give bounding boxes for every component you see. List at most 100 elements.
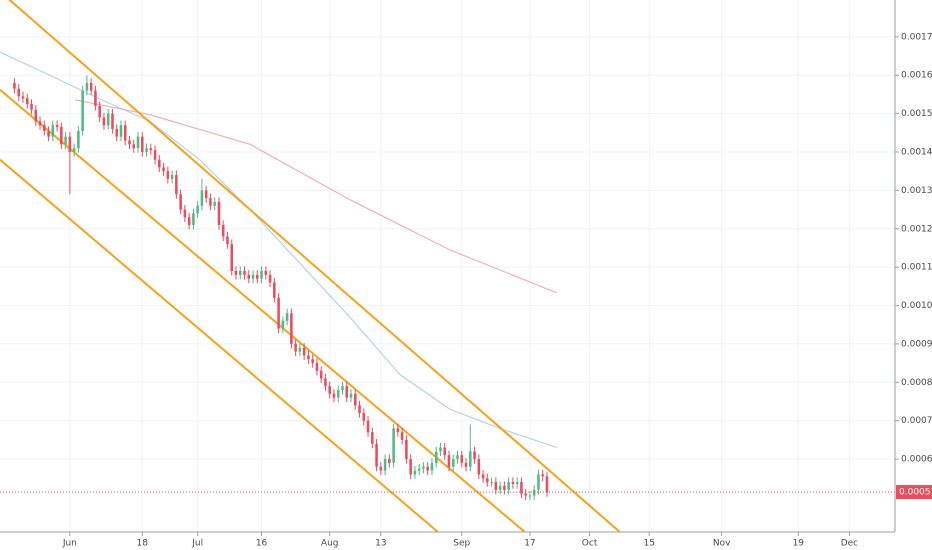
candle-body: [128, 140, 131, 145]
last-price-label: 0.000514: [899, 488, 932, 498]
x-tick-label: 13: [375, 539, 386, 549]
candle-body: [158, 159, 161, 168]
candle-body: [192, 213, 195, 225]
candle-body: [358, 405, 361, 414]
x-tick-label: Aug: [321, 539, 339, 549]
moving-average: [74, 99, 557, 294]
candle-body: [405, 439, 408, 460]
candle-body: [345, 386, 349, 398]
candle-body: [524, 493, 527, 496]
candle-body: [477, 459, 481, 475]
candle-body: [456, 455, 459, 460]
candle-body: [362, 413, 366, 421]
candle-body: [85, 82, 89, 91]
candle-body: [392, 428, 395, 463]
candle-body: [520, 482, 523, 494]
candle-body: [43, 125, 46, 131]
candle-body: [77, 130, 80, 149]
moving-average: [0, 51, 557, 449]
channel-line: [0, 158, 439, 532]
candle-body: [81, 90, 84, 131]
candle-body: [25, 98, 29, 105]
candle-body: [396, 428, 400, 433]
candle-body: [290, 313, 293, 344]
candle-body: [149, 148, 153, 151]
candle-body: [115, 128, 118, 137]
candle-body: [89, 82, 93, 91]
candle-body: [409, 459, 412, 475]
candle-body: [528, 495, 532, 497]
candle-body: [336, 389, 340, 398]
candle-body: [204, 190, 208, 199]
candle-body: [515, 482, 519, 485]
x-tick-label: Dec: [841, 539, 858, 549]
candle-body: [315, 363, 319, 371]
candle-body: [179, 194, 182, 210]
candle-body: [196, 205, 199, 214]
candle-body: [102, 117, 106, 126]
candle-body: [439, 447, 442, 452]
candle-body: [507, 482, 510, 490]
candle-body: [503, 485, 506, 490]
candle-body: [366, 420, 370, 433]
candle-body: [264, 270, 268, 275]
candle-body: [379, 466, 383, 471]
candle-body: [94, 90, 97, 106]
candle-body: [60, 127, 63, 145]
candle-body: [175, 175, 178, 195]
x-tick-label: 16: [256, 539, 268, 549]
candle-body: [277, 297, 280, 329]
candle-body: [209, 198, 212, 206]
y-tick-label: 0.001700: [901, 32, 932, 42]
candle-body: [298, 347, 302, 352]
candle-body: [238, 270, 242, 275]
candle-body: [247, 274, 251, 279]
candle-body: [51, 125, 55, 137]
last-price-box: [896, 485, 932, 500]
candle-body: [162, 167, 165, 172]
y-tick-label: 0.001300: [901, 186, 932, 196]
y-tick-label: 0.001000: [901, 301, 932, 311]
candle-body: [469, 451, 472, 467]
candle-body: [68, 136, 72, 152]
candle-body: [256, 274, 259, 279]
candle-body: [166, 171, 170, 179]
candle-body: [498, 485, 502, 490]
y-tick-label: 0.000800: [901, 378, 932, 388]
candle-body: [285, 313, 289, 321]
candle-body: [426, 466, 429, 471]
y-tick-label: 0.001200: [901, 224, 932, 234]
candle-body: [153, 150, 157, 160]
candle-body: [221, 224, 225, 237]
x-tick-label: Jun: [62, 539, 77, 549]
candle-body: [481, 474, 485, 479]
candle-body: [460, 455, 464, 463]
candle-body: [324, 378, 327, 387]
candle-body: [230, 244, 234, 271]
candle-body: [388, 459, 391, 463]
candle-body: [111, 113, 114, 129]
candle-body: [371, 432, 374, 444]
candle-body: [545, 476, 549, 493]
candle-body: [136, 136, 140, 149]
candle-body: [430, 462, 434, 471]
candle-body: [183, 209, 187, 218]
candle-body: [353, 393, 357, 406]
candle-body: [213, 201, 216, 206]
x-tick-label: 18: [137, 539, 149, 549]
candle-body: [30, 104, 33, 110]
plot-area: [0, 0, 895, 532]
grid: [0, 0, 895, 532]
candle-body: [490, 482, 493, 484]
candle-body: [451, 459, 455, 467]
candle-body: [170, 175, 174, 179]
candle-body: [537, 474, 540, 490]
candle-body: [281, 320, 285, 329]
candle-body: [200, 190, 204, 206]
candle-body: [413, 470, 417, 475]
candle-body: [447, 455, 451, 467]
candle-body: [307, 355, 310, 360]
y-tick-label: 0.001400: [901, 148, 932, 158]
y-tick-label: 0.001600: [901, 71, 932, 81]
